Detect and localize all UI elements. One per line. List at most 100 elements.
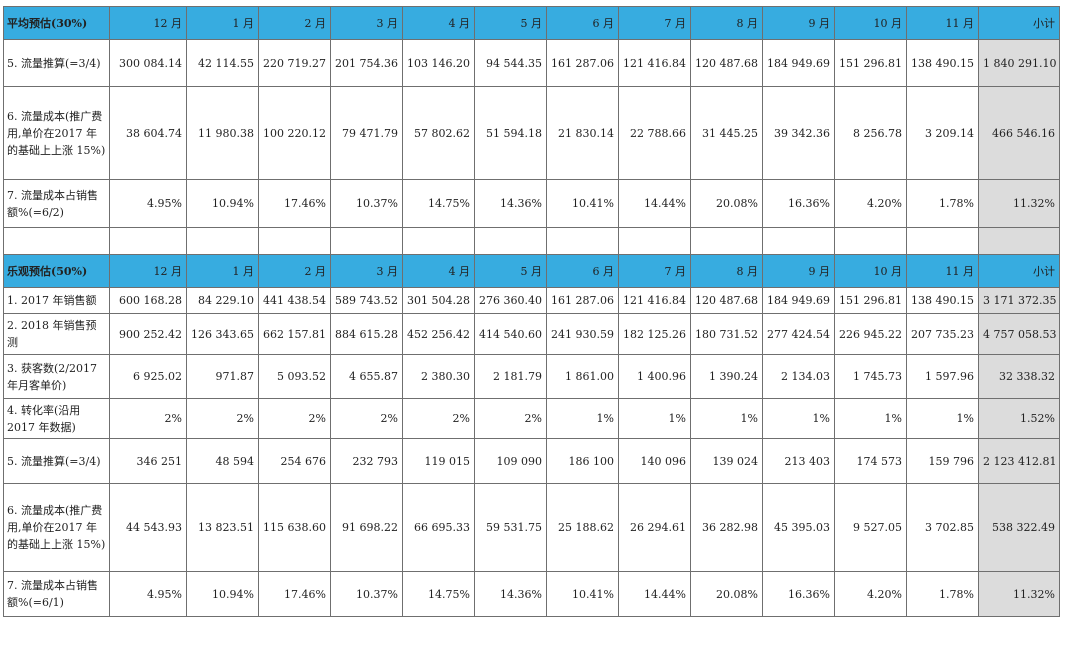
subtotal-header: 小计 [978,6,1060,40]
empty-cell [258,227,331,255]
value-cell: 79 471.79 [330,86,403,180]
value-cell: 120 487.68 [690,287,763,314]
value-cell: 16.36% [762,179,835,228]
value-cell: 441 438.54 [258,287,331,314]
value-cell: 2% [330,398,403,439]
month-header: 10 月 [834,254,907,288]
value-cell: 182 125.26 [618,313,691,355]
value-cell: 220 719.27 [258,39,331,87]
value-cell: 2 380.30 [402,354,475,399]
value-cell: 9 527.05 [834,483,907,572]
empty-cell [834,227,907,255]
month-header: 2 月 [258,6,331,40]
row-label: 7. 流量成本占销售额%(=6/1) [3,571,110,617]
value-cell: 1.78% [906,571,979,617]
value-cell: 4.20% [834,571,907,617]
table-row: 5. 流量推算(=3/4) 346 251 48 594 254 676 232 793… [3,438,1060,484]
value-cell: 139 024 [690,438,763,484]
value-cell: 14.75% [402,571,475,617]
value-cell: 51 594.18 [474,86,547,180]
value-cell: 414 540.60 [474,313,547,355]
table-row: 1. 2017 年销售额 600 168.28 84 229.10 441 438.5… [3,287,1060,314]
value-cell: 2% [186,398,259,439]
month-header: 3 月 [330,6,403,40]
value-cell: 121 416.84 [618,39,691,87]
value-cell: 600 168.28 [109,287,187,314]
value-cell: 109 090 [474,438,547,484]
subtotal-cell: 11.32% [978,179,1060,228]
value-cell: 119 015 [402,438,475,484]
table-row: 5. 流量推算(=3/4) 300 084.14 42 114.55 220 719.… [3,39,1060,87]
value-cell: 10.41% [546,571,619,617]
row-label: 5. 流量推算(=3/4) [3,438,110,484]
value-cell: 20.08% [690,571,763,617]
value-cell: 138 490.15 [906,39,979,87]
value-cell: 14.44% [618,179,691,228]
row-label: 5. 流量推算(=3/4) [3,39,110,87]
value-cell: 276 360.40 [474,287,547,314]
value-cell: 59 531.75 [474,483,547,572]
row-label: 7. 流量成本占销售额%(=6/2) [3,179,110,228]
value-cell: 254 676 [258,438,331,484]
value-cell: 1 861.00 [546,354,619,399]
value-cell: 26 294.61 [618,483,691,572]
value-cell: 38 604.74 [109,86,187,180]
month-header: 7 月 [618,254,691,288]
value-cell: 66 695.33 [402,483,475,572]
subtotal-cell: 538 322.49 [978,483,1060,572]
value-cell: 10.37% [330,571,403,617]
value-cell: 2% [109,398,187,439]
month-header: 2 月 [258,254,331,288]
value-cell: 11 980.38 [186,86,259,180]
value-cell: 8 256.78 [834,86,907,180]
value-cell: 10.94% [186,571,259,617]
value-cell: 151 296.81 [834,39,907,87]
value-cell: 1% [762,398,835,439]
subtotal-header: 小计 [978,254,1060,288]
value-cell: 2 181.79 [474,354,547,399]
value-cell: 180 731.52 [690,313,763,355]
value-cell: 346 251 [109,438,187,484]
value-cell: 1% [618,398,691,439]
value-cell: 2 134.03 [762,354,835,399]
value-cell: 4.20% [834,179,907,228]
value-cell: 174 573 [834,438,907,484]
value-cell: 10.94% [186,179,259,228]
subtotal-cell: 466 546.16 [978,86,1060,180]
value-cell: 1 390.24 [690,354,763,399]
value-cell: 1.78% [906,179,979,228]
value-cell: 2% [474,398,547,439]
table-row: 2. 2018 年销售预测 900 252.42 126 343.65 662 157… [3,313,1060,355]
month-header: 5 月 [474,6,547,40]
row-label: 1. 2017 年销售额 [3,287,110,314]
subtotal-cell: 32 338.32 [978,354,1060,399]
value-cell: 589 743.52 [330,287,403,314]
month-header: 11 月 [906,254,979,288]
value-cell: 10.37% [330,179,403,228]
month-header: 8 月 [690,6,763,40]
empty-cell [402,227,475,255]
month-header: 12 月 [109,254,187,288]
value-cell: 13 823.51 [186,483,259,572]
value-cell: 17.46% [258,571,331,617]
value-cell: 277 424.54 [762,313,835,355]
value-cell: 4 655.87 [330,354,403,399]
month-header: 6 月 [546,254,619,288]
value-cell: 184 949.69 [762,287,835,314]
month-header: 10 月 [834,6,907,40]
empty-cell [474,227,547,255]
month-header: 12 月 [109,6,187,40]
value-cell: 1% [546,398,619,439]
table-row: 7. 流量成本占销售额%(=6/2) 4.95% 10.94% 17.46% 10.37… [3,179,1060,228]
month-header: 3 月 [330,254,403,288]
table-row: 6. 流量成本(推广费用,单价在2017 年的基础上上涨 15%) 38 604.… [3,86,1060,180]
value-cell: 126 343.65 [186,313,259,355]
value-cell: 201 754.36 [330,39,403,87]
subtotal-cell: 1 840 291.10 [978,39,1060,87]
empty-cell [762,227,835,255]
value-cell: 16.36% [762,571,835,617]
value-cell: 900 252.42 [109,313,187,355]
empty-cell [690,227,763,255]
